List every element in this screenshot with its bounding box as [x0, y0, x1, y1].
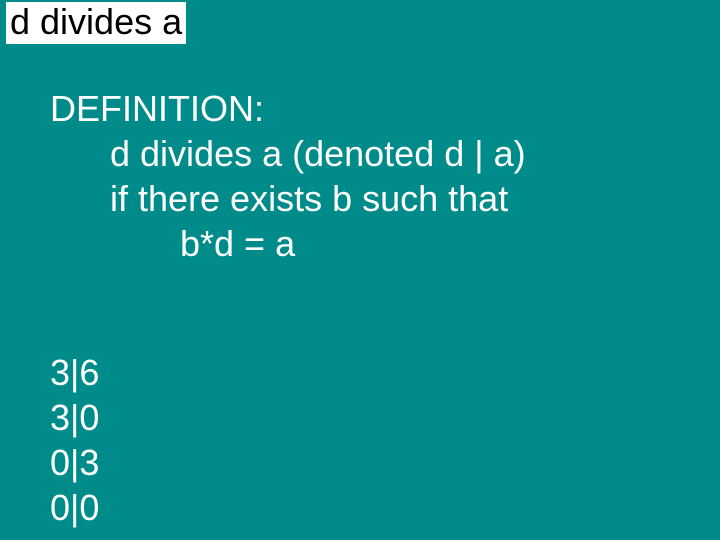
- slide-title: d divides a: [6, 2, 186, 44]
- example-line: 3|0: [50, 395, 99, 440]
- example-line: 0|0: [50, 485, 99, 530]
- examples-block: 3|6 3|0 0|3 0|0: [50, 350, 99, 530]
- definition-block: DEFINITION: d divides a (denoted d | a) …: [50, 86, 526, 266]
- example-line: 3|6: [50, 350, 99, 395]
- definition-equation: b*d = a: [50, 221, 526, 266]
- definition-line: if there exists b such that: [50, 176, 526, 221]
- definition-heading: DEFINITION:: [50, 86, 526, 131]
- definition-line: d divides a (denoted d | a): [50, 131, 526, 176]
- example-line: 0|3: [50, 440, 99, 485]
